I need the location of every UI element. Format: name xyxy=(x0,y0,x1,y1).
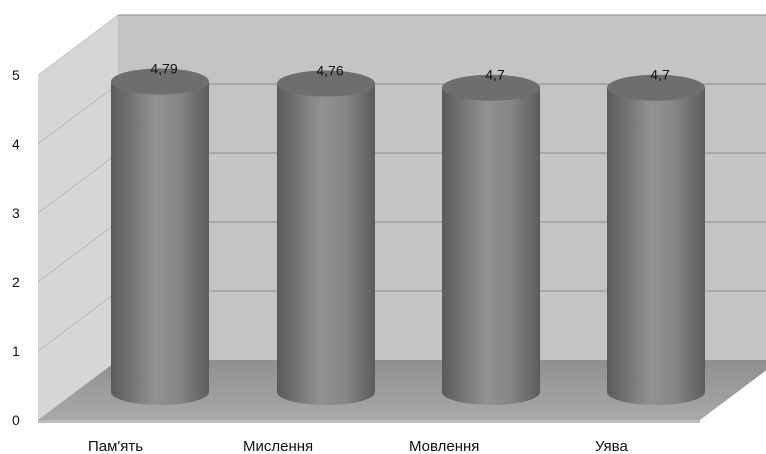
y-tick-label: 5 xyxy=(12,67,20,83)
bar-body xyxy=(607,87,705,405)
bar-top xyxy=(277,70,375,97)
gridline-side xyxy=(37,14,119,76)
data-labels: 4,79 4,76 4,7 4,7 xyxy=(150,60,670,82)
data-label: 4,7 xyxy=(485,67,505,83)
bars xyxy=(111,68,705,406)
y-tick-label: 3 xyxy=(12,205,20,221)
data-label: 4,7 xyxy=(650,67,670,83)
side-wall xyxy=(38,15,118,420)
bar xyxy=(277,70,375,405)
x-tick-label: Пам'ять xyxy=(88,438,143,454)
y-tick-label: 0 xyxy=(12,412,20,428)
bar xyxy=(111,68,209,406)
bar-body xyxy=(277,83,375,405)
y-tick-label: 1 xyxy=(12,343,20,359)
data-label: 4,79 xyxy=(150,60,177,76)
x-tick-label: Уява xyxy=(595,438,628,454)
plot-floor xyxy=(38,360,766,423)
gridline-side xyxy=(37,290,119,352)
gridline-side xyxy=(37,221,119,283)
data-label: 4,76 xyxy=(316,63,343,79)
gridline-side xyxy=(37,152,119,214)
x-tick-label: Мислення xyxy=(243,438,313,454)
y-axis-ticks: 0 1 2 3 4 5 xyxy=(12,67,20,428)
bar-top xyxy=(111,68,209,95)
bar-body xyxy=(442,87,540,405)
bar-top xyxy=(607,74,705,101)
x-axis-labels: Пам'ять Мислення Мовлення Уява xyxy=(88,438,628,454)
gridline-side xyxy=(37,83,119,145)
bar xyxy=(442,74,540,405)
y-tick-label: 2 xyxy=(12,274,20,290)
floor-top xyxy=(38,360,766,420)
y-tick-label: 4 xyxy=(12,136,20,152)
bar xyxy=(607,74,705,405)
x-tick-label: Мовлення xyxy=(409,438,479,454)
floor-front xyxy=(38,420,700,423)
bar-top xyxy=(442,74,540,101)
bar-body xyxy=(111,81,209,406)
